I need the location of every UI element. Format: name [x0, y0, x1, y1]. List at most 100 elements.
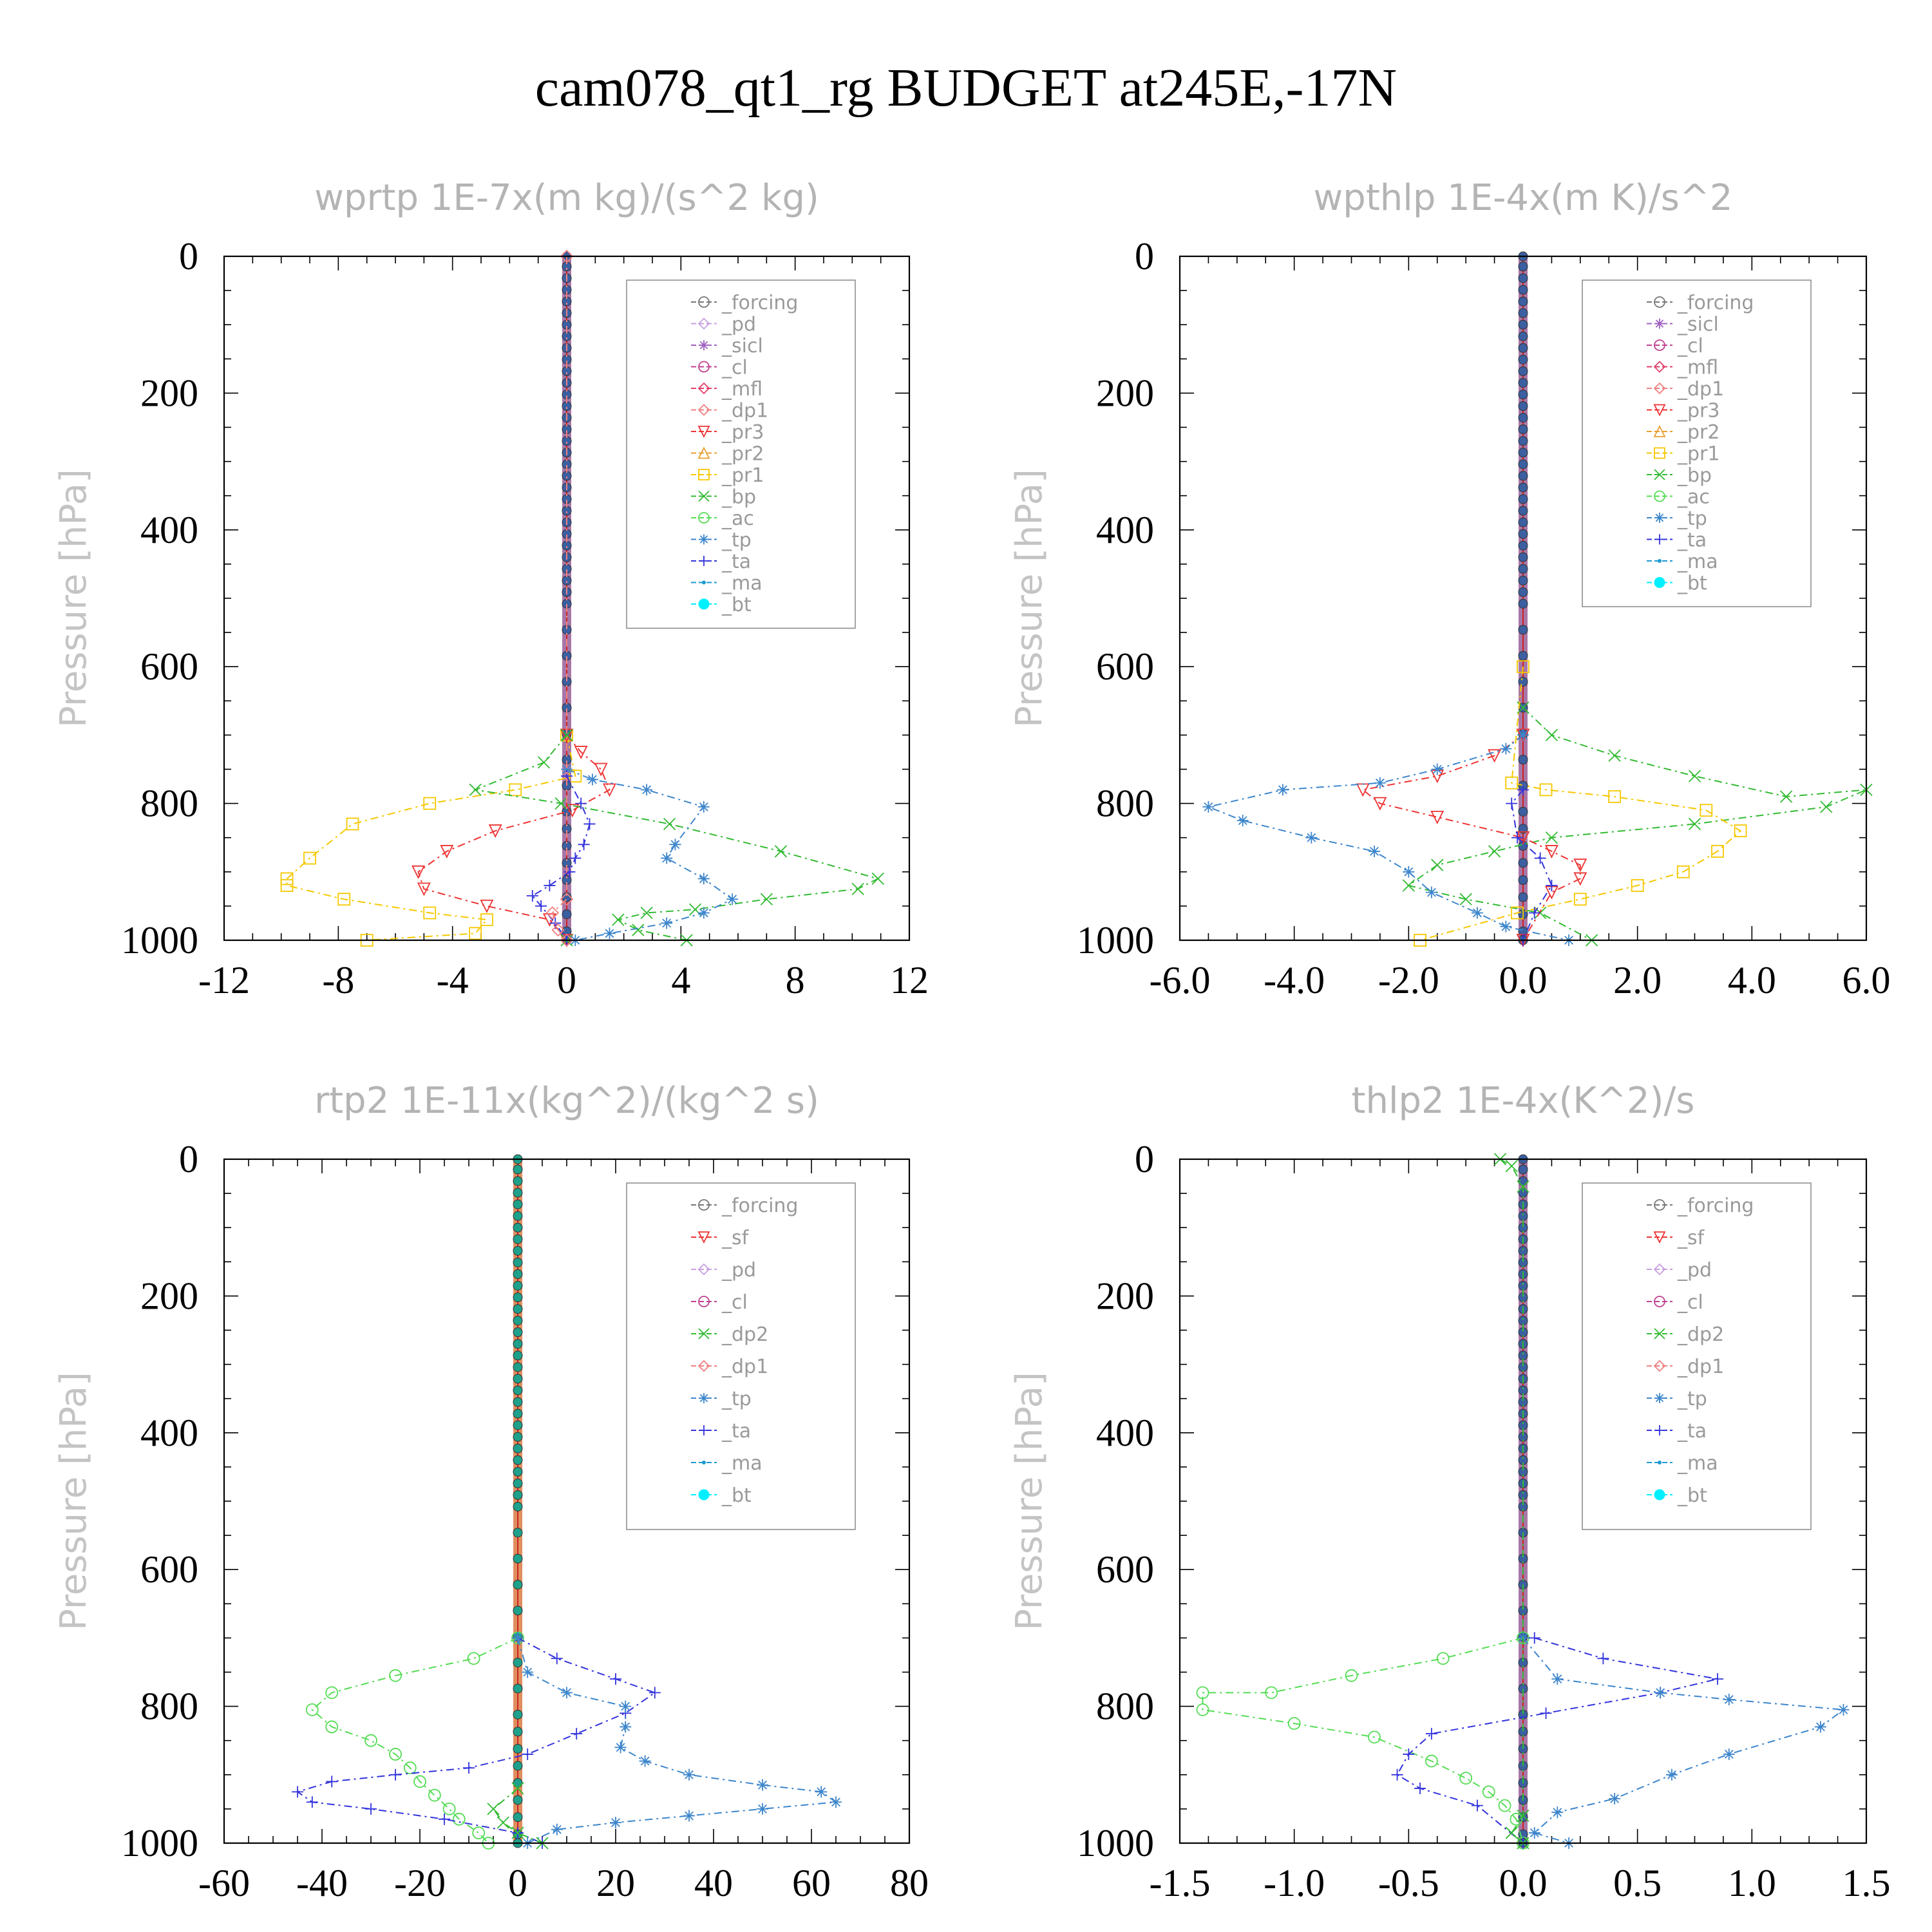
- x-tick-label: 0: [508, 1862, 527, 1904]
- data-point: [390, 1768, 401, 1781]
- zero-stack-marker: [513, 1397, 523, 1407]
- data-point: [326, 1776, 338, 1788]
- x-tick-label: -2.0: [1378, 959, 1439, 1001]
- data-point: [487, 1803, 500, 1815]
- legend-marker: [1653, 382, 1666, 395]
- data-point: [389, 1748, 402, 1761]
- legend-item: _dp2: [1647, 1323, 1724, 1346]
- legend-marker: [698, 469, 710, 480]
- data-point: [403, 1761, 417, 1775]
- y-tick-label: 600: [1096, 1548, 1154, 1591]
- zero-stack-marker: [513, 1553, 523, 1564]
- legend-marker: [699, 1393, 709, 1403]
- data-point: [697, 800, 710, 813]
- legend-marker: [698, 512, 710, 524]
- zero-stack-marker: [513, 1316, 523, 1326]
- legend-label: _pr3: [721, 421, 764, 444]
- legend-item: _bt: [1647, 1484, 1707, 1507]
- legend-item: _tp: [691, 529, 752, 552]
- zero-stack-marker: [513, 1408, 523, 1419]
- zero-stack-marker: [1518, 377, 1528, 388]
- zero-stack-marker: [1518, 755, 1528, 765]
- zero-stack-marker: [513, 1709, 523, 1719]
- data-point: [365, 1803, 377, 1815]
- zero-stack-marker: [1518, 343, 1528, 353]
- data-point: [830, 1796, 842, 1808]
- data-point: [337, 893, 351, 906]
- legend-item: _pd: [1647, 1259, 1712, 1282]
- legend-item: _ma: [691, 1452, 762, 1475]
- legend-marker: [698, 1296, 710, 1307]
- legend-label: _ta: [1677, 1420, 1707, 1443]
- y-axis-label: Pressure [hPa]: [53, 469, 95, 728]
- data-point: [683, 1810, 695, 1822]
- legend: _forcing _sf _pd _cl _dp2 _dp1 _tp _ta _ma _bt: [1582, 1182, 1812, 1530]
- x-tick-label: -0.5: [1378, 1862, 1439, 1904]
- legend-label: _pr2: [1677, 421, 1719, 444]
- data-point: [1265, 1686, 1278, 1700]
- zero-stack-marker: [513, 1211, 523, 1221]
- legend-label: _bt: [1677, 573, 1707, 595]
- legend-marker: [699, 534, 709, 545]
- data-point: [594, 762, 608, 777]
- y-tick-label: 200: [1096, 372, 1154, 414]
- zero-stack-marker: [513, 1683, 523, 1694]
- legend-item: _pd: [691, 314, 756, 336]
- data-point: [1373, 797, 1387, 811]
- data-point: [1510, 1812, 1523, 1826]
- data-point: [488, 824, 502, 838]
- data-point: [1402, 879, 1415, 892]
- legend-marker: [1654, 447, 1665, 459]
- zero-stack-marker: [513, 1385, 523, 1396]
- data-point: [697, 873, 710, 885]
- zero-stack-marker: [1518, 308, 1528, 318]
- x-tick-label: -60: [198, 1862, 250, 1904]
- legend-item: _sicl: [1647, 314, 1719, 336]
- data-point: [325, 1686, 339, 1700]
- data-point: [463, 1762, 475, 1774]
- data-point: [469, 783, 482, 796]
- data-point: [1723, 1693, 1735, 1705]
- legend-marker: [1654, 1328, 1665, 1340]
- data-point: [1345, 1669, 1358, 1682]
- legend-label: _ac: [721, 507, 754, 530]
- zero-stack-marker: [1518, 494, 1528, 504]
- data-point: [1414, 1783, 1426, 1795]
- legend-label: _pr2: [721, 443, 764, 466]
- legend-label: _tp: [1677, 1388, 1707, 1410]
- legend-marker: [1654, 469, 1665, 480]
- zero-stack-marker: [513, 1280, 523, 1291]
- data-point: [1505, 1159, 1518, 1173]
- zero-stack-marker: [1518, 459, 1528, 469]
- data-point: [1498, 1799, 1511, 1812]
- zero-stack-marker: [1518, 1245, 1528, 1256]
- zero-stack-marker: [1518, 858, 1528, 868]
- legend-marker: [1658, 559, 1662, 563]
- data-point: [1287, 1717, 1301, 1730]
- legend-marker: [698, 296, 710, 308]
- legend-item: _forcing: [1647, 1195, 1754, 1217]
- zero-stack-marker: [1518, 261, 1528, 272]
- series-bp: [469, 728, 884, 947]
- legend-marker: [1653, 1263, 1666, 1276]
- legend-box: [1582, 279, 1812, 607]
- legend-label: _tp: [1677, 507, 1707, 530]
- zero-stack-marker: [513, 1293, 523, 1303]
- legend-marker: [1654, 513, 1665, 523]
- data-point: [1837, 1703, 1850, 1716]
- legend-label: _ta: [721, 1420, 751, 1443]
- data-point: [1608, 749, 1621, 762]
- data-point: [851, 882, 864, 895]
- legend-marker: [1654, 534, 1665, 545]
- x-tick-label: -20: [394, 1862, 446, 1904]
- data-point: [1425, 1728, 1437, 1740]
- data-point: [1202, 800, 1215, 813]
- legend-marker: [698, 490, 710, 502]
- data-point: [583, 818, 596, 830]
- series-line: [1202, 1637, 1524, 1844]
- data-point: [480, 900, 494, 913]
- zero-stack-marker: [513, 1743, 523, 1754]
- legend-item: _dp2: [691, 1323, 768, 1346]
- data-point: [569, 852, 582, 864]
- data-point: [1711, 845, 1724, 858]
